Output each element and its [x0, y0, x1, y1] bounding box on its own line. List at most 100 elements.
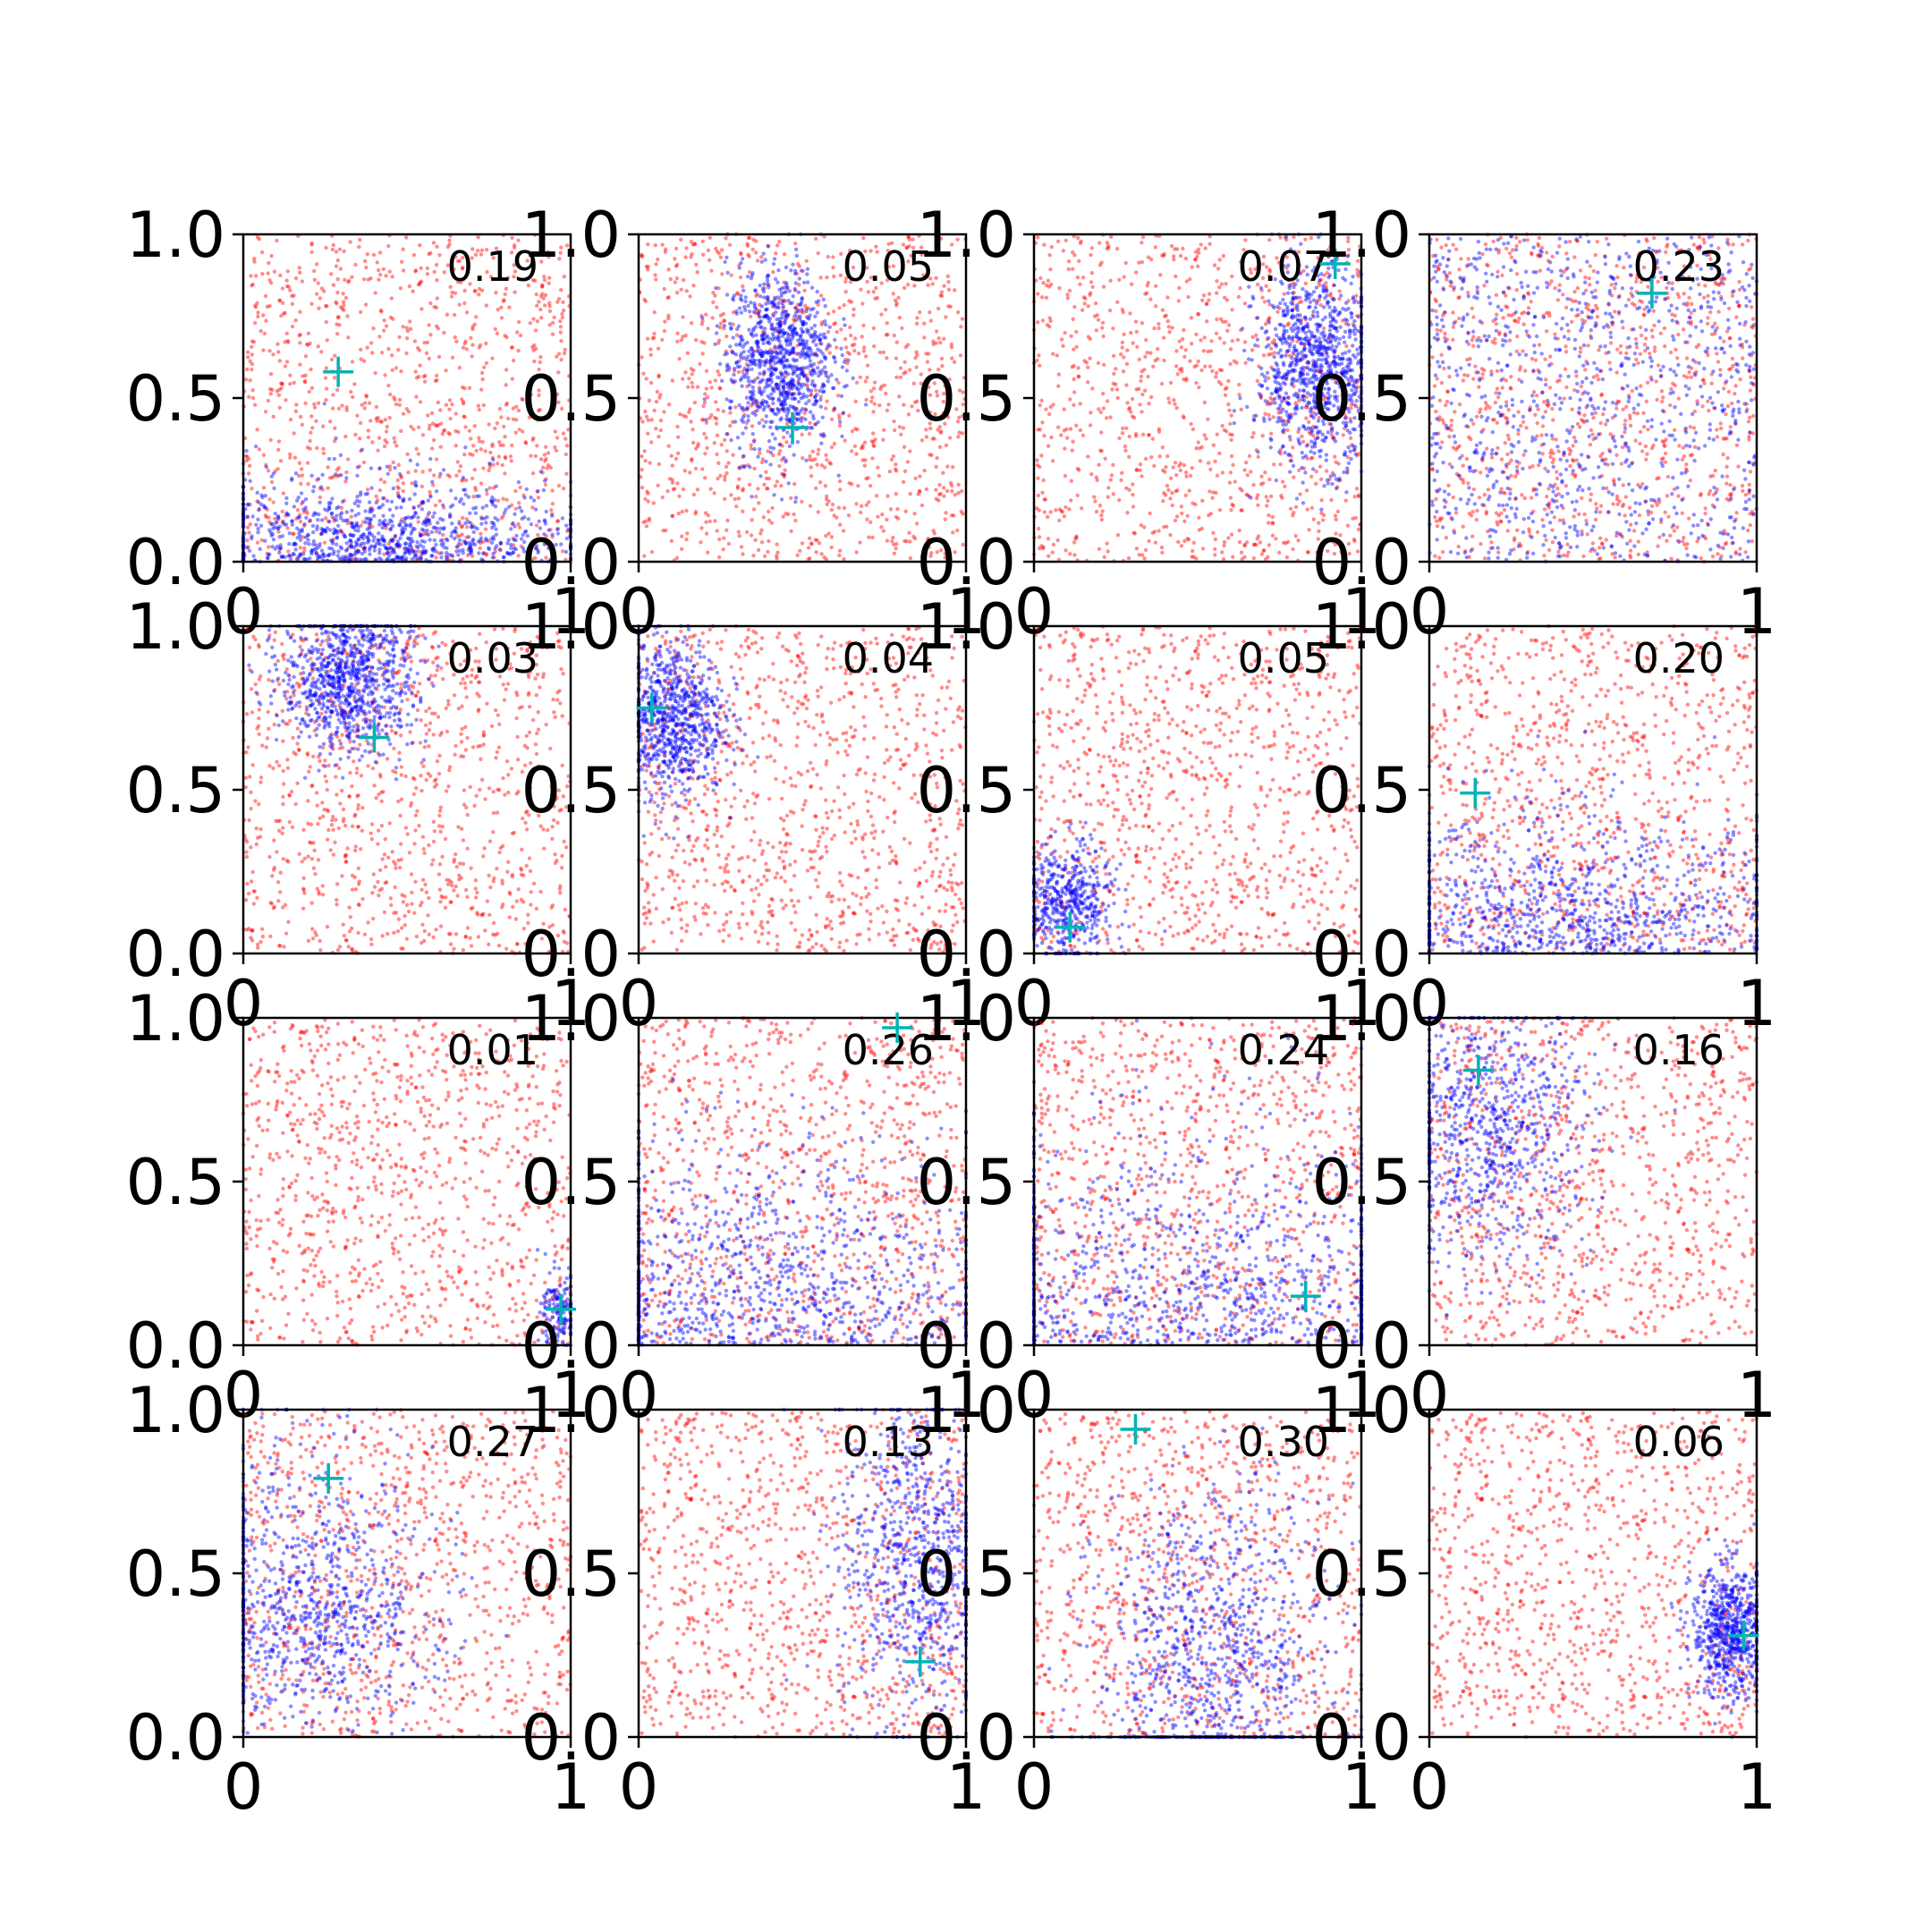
red-point	[726, 461, 730, 464]
blue-point	[833, 338, 836, 342]
blue-point	[762, 371, 766, 375]
red-point	[789, 530, 792, 533]
blue-point	[800, 386, 803, 389]
red-point	[886, 409, 889, 412]
blue-point	[495, 532, 498, 536]
blue-point	[279, 547, 283, 550]
red-point	[1252, 556, 1256, 560]
red-point	[543, 453, 547, 456]
blue-point	[1325, 453, 1328, 456]
red-point	[451, 356, 454, 360]
blue-point	[758, 284, 762, 287]
red-point	[1337, 289, 1341, 292]
red-point	[551, 333, 555, 336]
blue-point	[256, 527, 259, 530]
blue-point	[784, 417, 788, 420]
red-point	[560, 312, 564, 316]
red-point	[1106, 244, 1110, 248]
blue-point	[810, 379, 814, 383]
red-point	[1178, 339, 1182, 343]
red-point	[798, 549, 801, 553]
blue-point	[296, 555, 300, 558]
red-point	[346, 335, 350, 339]
y-tick-label: 0.0	[126, 526, 225, 599]
blue-point	[513, 538, 517, 542]
blue-point	[431, 515, 435, 519]
red-point	[1055, 538, 1059, 542]
red-point	[1098, 504, 1102, 507]
red-point	[276, 350, 280, 353]
red-point	[1160, 382, 1164, 386]
red-point	[310, 242, 314, 245]
red-point	[456, 430, 460, 434]
red-point	[749, 315, 752, 318]
red-point	[1134, 387, 1138, 391]
red-point	[706, 550, 709, 554]
blue-point	[784, 371, 787, 375]
red-point	[1224, 394, 1227, 397]
red-point	[737, 496, 741, 500]
red-point	[724, 236, 727, 240]
blue-point	[775, 281, 779, 284]
red-point	[411, 289, 414, 292]
red-point	[504, 368, 508, 371]
red-point	[299, 415, 302, 419]
blue-point	[747, 327, 750, 331]
red-point	[1334, 460, 1337, 463]
red-point	[479, 447, 483, 451]
red-point	[948, 436, 952, 439]
blue-point	[430, 554, 434, 557]
red-point	[1208, 365, 1212, 369]
red-point	[717, 338, 721, 342]
blue-point	[439, 543, 443, 547]
red-point	[1355, 487, 1359, 490]
red-point	[251, 396, 255, 400]
red-point	[745, 242, 749, 245]
red-point	[656, 390, 659, 394]
red-point	[1140, 321, 1144, 325]
blue-point	[415, 540, 419, 544]
red-point	[482, 403, 486, 407]
blue-point	[745, 395, 749, 399]
red-point	[1291, 547, 1294, 551]
red-point	[792, 513, 795, 516]
red-point	[1142, 525, 1146, 529]
blue-point	[740, 298, 743, 301]
blue-point	[445, 538, 448, 541]
red-point	[1089, 337, 1092, 341]
blue-point	[359, 490, 362, 494]
red-point	[1129, 331, 1132, 335]
blue-point	[301, 528, 304, 531]
red-point	[691, 284, 695, 287]
red-point	[1125, 511, 1129, 514]
red-point	[646, 242, 649, 246]
red-point	[1071, 448, 1074, 452]
red-point	[1260, 552, 1264, 555]
red-point	[729, 493, 733, 496]
red-point	[829, 546, 833, 549]
blue-point	[357, 550, 360, 554]
red-point	[418, 243, 421, 247]
blue-point	[430, 547, 434, 551]
red-point	[275, 239, 278, 242]
red-point	[847, 513, 851, 517]
blue-point	[792, 294, 795, 298]
red-point	[934, 276, 937, 280]
blue-point	[334, 436, 337, 440]
red-point	[404, 352, 408, 355]
blue-point	[765, 308, 768, 311]
red-point	[717, 373, 721, 377]
red-point	[646, 336, 649, 340]
red-point	[483, 449, 487, 453]
red-point	[1169, 477, 1173, 480]
blue-point	[803, 383, 807, 386]
red-point	[260, 250, 264, 254]
red-point	[479, 481, 483, 485]
red-point	[1246, 473, 1250, 477]
red-point	[844, 345, 848, 349]
red-point	[369, 419, 372, 422]
red-point	[504, 383, 508, 386]
red-point	[407, 410, 411, 413]
red-point	[754, 250, 758, 254]
red-point	[362, 461, 366, 464]
